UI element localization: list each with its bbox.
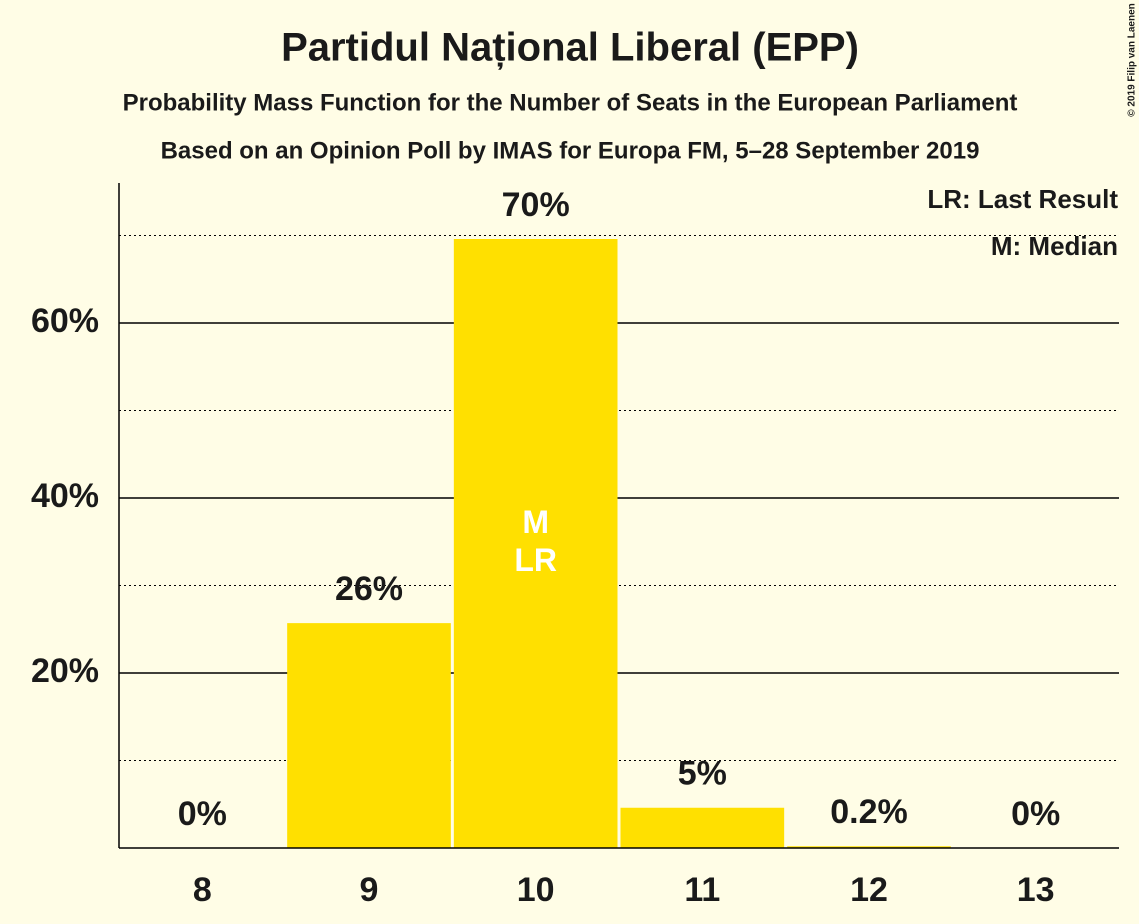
bar	[287, 623, 451, 848]
x-tick-label: 8	[193, 871, 212, 909]
chart-subtitle: Probability Mass Function for the Number…	[123, 89, 1018, 116]
x-tick-label: 11	[684, 871, 720, 909]
bar	[453, 239, 618, 848]
chart-title: Partidul Național Liberal (EPP)	[281, 26, 859, 70]
y-tick-label: 60%	[31, 302, 99, 340]
credit: © 2019 Filip van Laenen	[1127, 3, 1138, 117]
y-tick-label: 20%	[31, 652, 99, 690]
x-tick-label: 13	[1017, 871, 1055, 909]
bar-annotation: M	[522, 504, 549, 540]
y-tick-label: 40%	[31, 477, 99, 515]
legend-note: M: Median	[991, 231, 1118, 261]
bar	[620, 807, 785, 848]
x-tick-label: 9	[360, 871, 379, 909]
value-label: 70%	[502, 186, 570, 224]
value-label: 0.2%	[830, 793, 908, 831]
bar-annotation: LR	[514, 542, 557, 578]
value-label: 0%	[178, 795, 227, 833]
value-label: 0%	[1011, 795, 1060, 833]
legend-note: LR: Last Result	[927, 184, 1118, 214]
chart-subtitle: Based on an Opinion Poll by IMAS for Eur…	[161, 137, 980, 164]
value-label: 5%	[678, 755, 727, 793]
x-tick-label: 12	[850, 871, 888, 909]
bar	[787, 846, 951, 848]
value-label: 26%	[335, 570, 403, 608]
x-tick-label: 10	[517, 871, 555, 909]
